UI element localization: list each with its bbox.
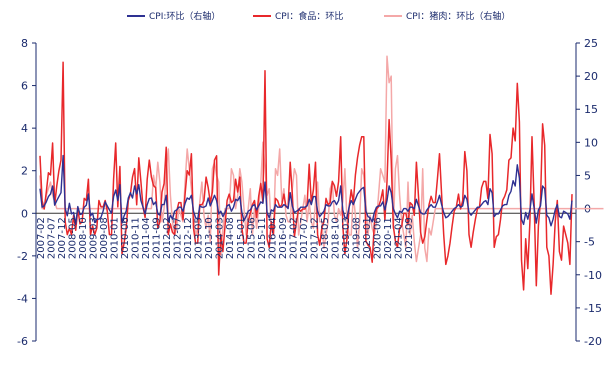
x-tick-label: 2014-08	[225, 217, 236, 259]
x-tick-label: 2016-09	[278, 217, 289, 259]
x-tick-label: 2011-04	[141, 217, 152, 259]
x-tick-label: 2012-07	[173, 217, 184, 259]
x-tick-label: 2014-03	[215, 217, 226, 259]
right-tick-label: -5	[584, 236, 595, 249]
left-tick-label: 2	[21, 165, 28, 178]
x-tick-label: 2012-12	[183, 217, 194, 259]
left-tick-label: 0	[21, 207, 28, 220]
x-tick-label: 2013-10	[204, 217, 215, 259]
x-tick-label: 2011-09	[152, 217, 163, 259]
left-tick-label: -6	[17, 335, 28, 348]
left-tick-label: -2	[17, 250, 28, 263]
x-tick-label: 2015-11	[257, 217, 268, 259]
x-tick-label: 2013-05	[194, 217, 205, 259]
x-tick-label: 2015-06	[246, 217, 257, 259]
right-tick-label: -10	[584, 269, 602, 282]
right-tick-label: -15	[584, 302, 602, 315]
left-tick-label: 6	[21, 80, 28, 93]
x-tick-label: 2021-09	[404, 217, 415, 259]
right-tick-label: 10	[584, 136, 598, 149]
left-tick-label: 4	[21, 122, 28, 135]
x-tick-label: 2017-12	[309, 217, 320, 259]
right-tick-label: -20	[584, 335, 602, 348]
series-group	[39, 55, 604, 295]
x-tick-label: 2010-06	[120, 217, 131, 259]
x-tick-label: 2019-03	[341, 217, 352, 259]
x-tick-label: 2009-03	[89, 217, 100, 259]
x-tick-label: 2020-11	[383, 217, 394, 259]
x-tick-label: 2018-10	[330, 217, 341, 259]
x-tick-label: 2007-02	[36, 217, 47, 259]
x-tick-label: 2019-08	[351, 217, 362, 259]
left-tick-label: -4	[17, 292, 28, 305]
legend: CPI:环比（右轴） CPI：食品：环比 CPI：猪肉：环比（右轴）	[127, 10, 510, 22]
x-tick-label: 2017-02	[288, 217, 299, 259]
x-tick-label: 2008-05	[68, 217, 79, 259]
right-tick-label: 5	[584, 169, 591, 182]
x-tick-label: 2007-07	[47, 217, 58, 259]
x-tick-label: 2015-01	[236, 217, 247, 259]
x-tick-label: 2017-07	[299, 217, 310, 259]
x-tick-label: 2008-10	[78, 217, 89, 259]
x-tick-label: 2016-04	[267, 217, 278, 259]
right-tick-label: 15	[584, 103, 598, 116]
x-tick-label: 2009-08	[99, 217, 110, 259]
x-tick-label: 2020-01	[362, 217, 373, 259]
x-tick-label: 2010-01	[110, 217, 121, 259]
series-line-1	[39, 154, 573, 227]
x-tick-label: 2012-02	[162, 217, 173, 259]
x-tick-label: 2007-12	[57, 217, 68, 259]
x-tick-label: 2021-04	[393, 217, 404, 259]
x-tick-label: 2020-06	[372, 217, 383, 259]
right-tick-label: 20	[584, 70, 598, 83]
legend-label: CPI：食品：环比	[275, 10, 343, 22]
x-tick-label: 2010-11	[131, 217, 142, 259]
right-tick-label: 25	[584, 37, 598, 50]
legend-label: CPI:环比（右轴）	[149, 10, 220, 22]
x-tick-labels: 2007-02 2007-07 2007-12 2008-05 2008-10 2009-…	[36, 217, 415, 259]
x-tick-label: 2018-05	[320, 217, 331, 259]
series-line-3	[39, 55, 604, 263]
left-tick-label: 8	[21, 37, 28, 50]
legend-label: CPI：猪肉：环比（右轴）	[406, 10, 510, 22]
